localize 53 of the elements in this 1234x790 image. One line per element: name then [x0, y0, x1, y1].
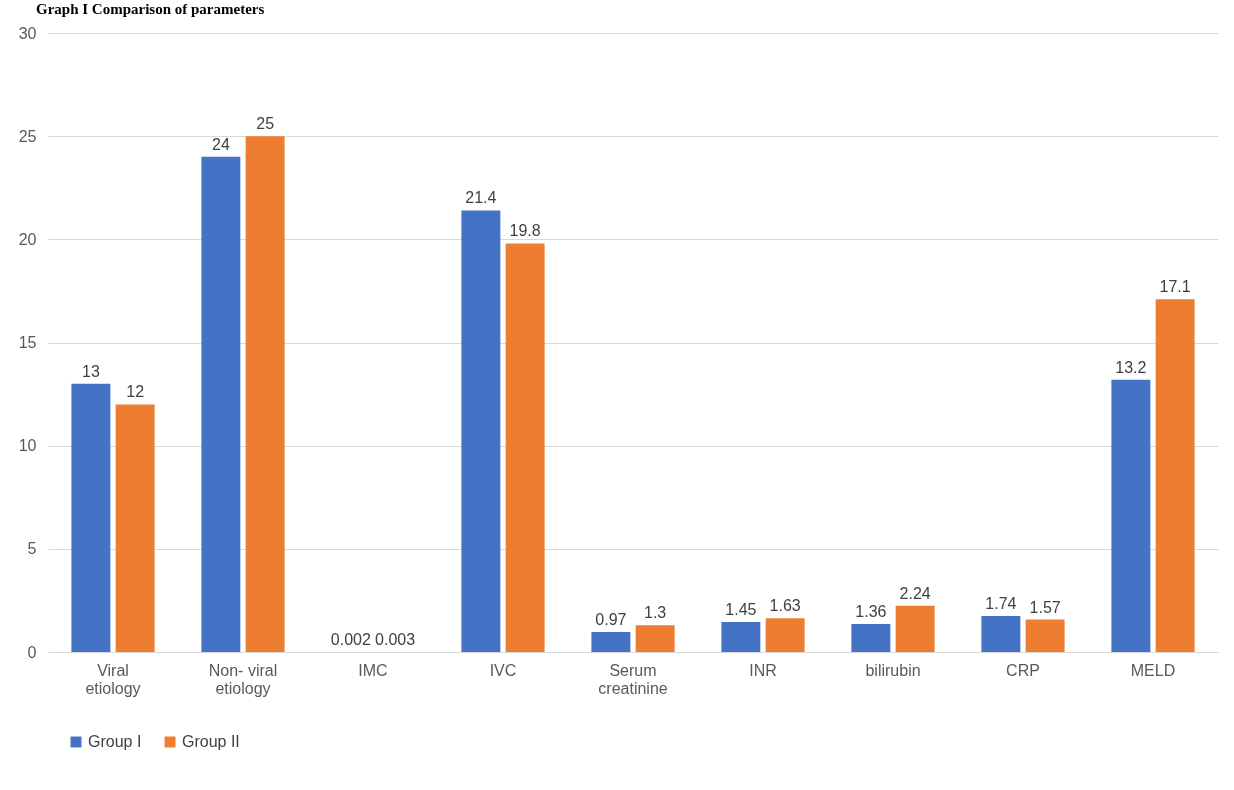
bar [71, 383, 111, 652]
bar [895, 605, 935, 652]
data-label: 1.3 [644, 604, 667, 622]
data-label: 13.2 [1115, 358, 1147, 376]
x-tick-label: IMC [358, 661, 388, 679]
y-tick-label: 5 [27, 540, 37, 558]
bar [461, 210, 501, 652]
y-tick-label: 10 [18, 437, 37, 455]
bar [115, 404, 155, 652]
x-tick-label: Viral etiology [85, 661, 141, 697]
bar [981, 616, 1021, 652]
y-tick-label: 15 [18, 334, 37, 351]
legend-label: Group I [88, 733, 142, 750]
bar [635, 625, 675, 652]
data-label: 1.36 [855, 602, 887, 620]
data-label: 13 [81, 362, 100, 380]
x-tick-label: MELD [1130, 661, 1176, 679]
bar [765, 618, 805, 652]
bar [721, 622, 761, 652]
bar [1111, 379, 1151, 652]
bar [201, 156, 241, 652]
data-label: 1.45 [725, 601, 757, 619]
data-label: 19.8 [509, 222, 541, 240]
legend-label: Group II [182, 733, 240, 750]
data-label: 0.003 [375, 630, 416, 648]
data-label: 24 [211, 135, 230, 153]
data-label: 1.74 [985, 595, 1017, 613]
bar [851, 623, 891, 652]
chart-title: Graph I Comparison of parameters [36, 1, 265, 17]
bar [1025, 619, 1065, 652]
bar [591, 631, 631, 652]
bar [1155, 299, 1195, 652]
x-tick-label: CRP [1006, 661, 1040, 679]
x-tick-label: Serum creatinine [598, 661, 668, 697]
bar [505, 243, 545, 652]
y-tick-label: 30 [18, 24, 37, 42]
x-tick-label: Non- viral etiology [208, 661, 278, 697]
x-tick-label: INR [749, 661, 777, 679]
bar [245, 136, 285, 652]
data-label: 21.4 [465, 189, 497, 207]
x-tick-label: bilirubin [865, 661, 921, 679]
data-label: 1.57 [1029, 598, 1061, 616]
data-label: 25 [256, 115, 275, 133]
y-tick-label: 20 [18, 230, 37, 248]
data-label: 0.97 [595, 610, 627, 628]
data-label: 12 [126, 383, 145, 401]
x-tick-label: IVC [489, 661, 517, 679]
data-label: 17.1 [1159, 278, 1191, 296]
data-label: 2.24 [899, 584, 931, 602]
data-label: 0.002 [330, 630, 371, 648]
y-tick-label: 0 [27, 643, 37, 661]
data-label: 1.63 [769, 597, 801, 615]
y-tick-label: 25 [18, 127, 37, 145]
